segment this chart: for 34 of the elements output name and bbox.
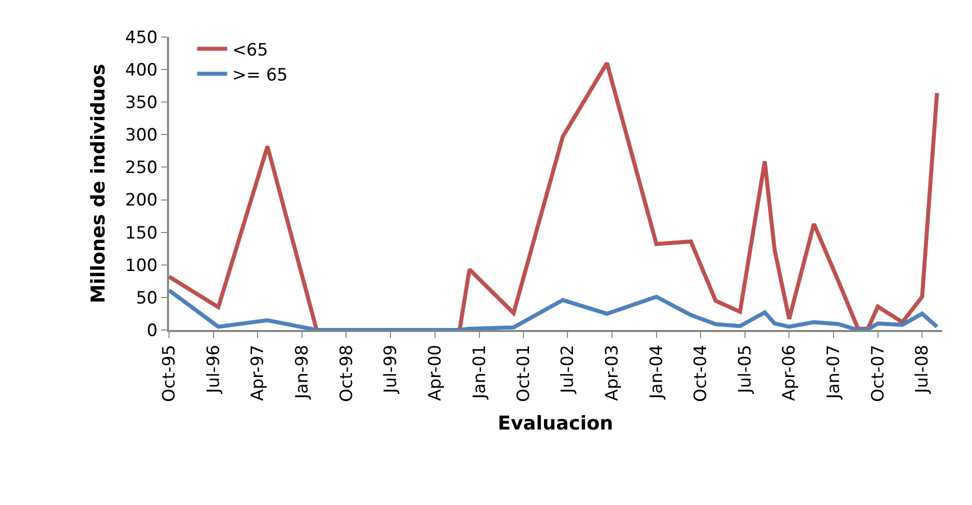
x-tick-label: Apr-03 [602, 344, 622, 401]
x-tick-label: Oct-95 [160, 344, 180, 402]
y-tick-label: 250 [125, 158, 158, 178]
x-tick-label: Oct-04 [691, 344, 712, 402]
x-axis-title: Evaluacion [498, 412, 614, 434]
legend-label: >= 65 [232, 65, 288, 86]
line-series [169, 61, 939, 330]
y-tick-label: 400 [125, 60, 158, 81]
x-tick-label: Jul-99 [380, 344, 401, 394]
y-tick-label: 0 [146, 320, 158, 341]
y-tick-label: 200 [125, 190, 158, 211]
y-tick-label: 50 [136, 288, 158, 308]
line-series [169, 288, 939, 330]
x-tick-label: Apr-06 [780, 344, 800, 401]
y-tick-label: 450 [125, 28, 158, 48]
y-tick-label: 350 [125, 93, 158, 114]
x-tick-label: Jan-98 [292, 344, 313, 400]
x-tick-label: Jan-01 [470, 344, 490, 400]
x-tick-label: Jan-07 [824, 344, 844, 400]
legend-label: <65 [232, 40, 268, 60]
x-tick-label: Apr-00 [425, 344, 446, 401]
x-tick-label: Apr-97 [248, 344, 268, 401]
y-tick-label: 300 [125, 126, 158, 146]
x-tick-label: Oct-01 [514, 344, 534, 402]
y-tick-label: 150 [125, 223, 158, 244]
x-tick-label: Oct-98 [336, 344, 357, 402]
x-tick-label: Jul-02 [558, 344, 578, 394]
x-tick-label: Jan-04 [646, 344, 667, 400]
y-axis-title: Millones de individuos [87, 64, 110, 304]
y-tick-label: 100 [125, 256, 158, 276]
x-tick-label: Jul-96 [204, 344, 224, 394]
x-tick-label: Jul-08 [912, 344, 933, 394]
x-tick-label: Oct-07 [868, 344, 888, 402]
x-tick-label: Jul-05 [735, 344, 756, 394]
